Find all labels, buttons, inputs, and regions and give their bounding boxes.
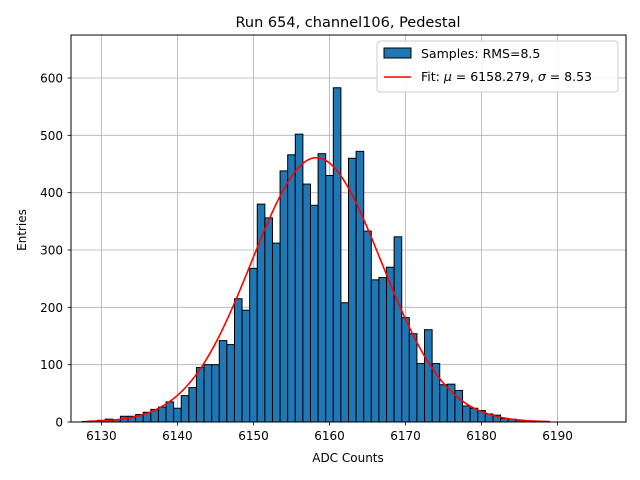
histogram-bar xyxy=(393,236,403,423)
histogram-bar xyxy=(363,230,372,423)
y-tick-label: 400 xyxy=(40,186,63,200)
histogram-bar xyxy=(271,242,281,423)
histogram-bar xyxy=(378,277,388,423)
legend-box xyxy=(376,40,619,93)
x-tick-label: 6180 xyxy=(466,429,497,443)
x-tick-label: 6160 xyxy=(314,429,345,443)
histogram-bar xyxy=(302,183,311,423)
y-tick-label: 0 xyxy=(55,416,63,430)
histogram-bar xyxy=(188,387,197,423)
histogram-bar xyxy=(180,395,190,423)
histogram-bar xyxy=(401,317,410,423)
histogram-bar xyxy=(218,340,228,423)
x-axis-label: ADC Counts xyxy=(312,451,384,465)
histogram-bar xyxy=(195,367,205,423)
gaussian-fit-curve xyxy=(86,156,550,423)
histogram-bar xyxy=(233,298,243,423)
histogram-bar xyxy=(249,267,258,423)
histogram-bar xyxy=(325,174,334,423)
histogram-bar xyxy=(408,333,418,423)
x-tick-label: 6170 xyxy=(390,429,421,443)
histogram-bar xyxy=(165,401,175,423)
y-tick-label: 200 xyxy=(40,301,63,315)
axis-ticks: 6130 6140 6150 6160 6170 6180 6190 0 100 200 300 40… xyxy=(40,72,573,444)
x-tick-label: 6130 xyxy=(86,429,117,443)
histogram-bar xyxy=(211,364,220,423)
histogram-bar xyxy=(226,344,235,423)
histogram-bar xyxy=(348,157,357,423)
histogram-bar xyxy=(241,309,251,423)
histogram-bar xyxy=(439,384,448,423)
histogram-bar xyxy=(264,217,273,423)
y-tick-label: 600 xyxy=(40,72,63,86)
y-tick-label: 300 xyxy=(40,244,63,258)
histogram-bar xyxy=(317,153,327,423)
histogram-bar xyxy=(355,150,365,423)
histogram-bar xyxy=(173,407,182,423)
histogram-bars xyxy=(81,87,547,423)
histogram-bar xyxy=(279,170,289,423)
histogram-bar xyxy=(370,279,380,423)
y-tick-label: 100 xyxy=(40,358,63,372)
histogram-bar xyxy=(294,133,304,423)
histogram-bar xyxy=(287,154,296,423)
histogram-bar xyxy=(462,405,471,423)
histogram-bar xyxy=(424,329,433,423)
histogram-bar xyxy=(416,363,426,423)
y-tick-label: 500 xyxy=(40,129,63,143)
chart-title: Run 654, channel106, Pedestal xyxy=(235,15,460,31)
x-tick-label: 6140 xyxy=(162,429,193,443)
legend-samples-swatch xyxy=(383,47,412,59)
histogram-bar xyxy=(157,406,167,423)
histogram-bar xyxy=(332,87,342,423)
x-tick-label: 6190 xyxy=(542,429,573,443)
histogram-bar xyxy=(203,364,213,423)
legend-samples-label: Samples: RMS=8.5 xyxy=(421,46,540,61)
legend-fit-label: Fit: μ = 6158.279, σ = 8.53 xyxy=(421,69,592,84)
legend: Samples: RMS=8.5 Fit: μ = 6158.279, σ = … xyxy=(376,40,619,93)
histogram-bar xyxy=(309,204,319,423)
x-tick-label: 6150 xyxy=(238,429,269,443)
y-axis-label: Entries xyxy=(15,209,29,251)
plot-frame xyxy=(70,34,627,423)
histogram-bar xyxy=(340,302,349,423)
